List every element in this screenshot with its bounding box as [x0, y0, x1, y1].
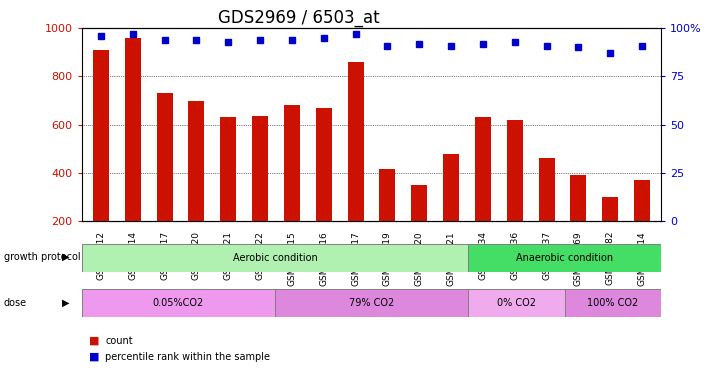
- Text: GDS2969 / 6503_at: GDS2969 / 6503_at: [218, 9, 380, 27]
- Bar: [93, 50, 109, 270]
- Bar: [82, 244, 468, 272]
- Bar: [475, 117, 491, 270]
- Text: count: count: [105, 336, 133, 345]
- Text: ▶: ▶: [62, 298, 69, 307]
- Text: ■: ■: [89, 352, 100, 362]
- Text: 0% CO2: 0% CO2: [497, 298, 536, 308]
- Bar: [156, 93, 173, 270]
- Bar: [380, 170, 395, 270]
- Bar: [507, 120, 523, 270]
- Bar: [443, 154, 459, 270]
- Bar: [468, 244, 661, 272]
- Bar: [468, 289, 565, 317]
- Text: Anaerobic condition: Anaerobic condition: [516, 253, 613, 263]
- Text: dose: dose: [4, 298, 27, 307]
- Text: ■: ■: [89, 336, 100, 345]
- Text: 100% CO2: 100% CO2: [587, 298, 638, 308]
- Text: 0.05%CO2: 0.05%CO2: [153, 298, 204, 308]
- Bar: [570, 176, 587, 270]
- Text: ▶: ▶: [62, 252, 69, 262]
- Bar: [275, 289, 468, 317]
- Bar: [316, 108, 332, 270]
- Bar: [82, 289, 275, 317]
- Bar: [539, 159, 555, 270]
- Bar: [634, 180, 650, 270]
- Text: growth protocol: growth protocol: [4, 252, 80, 262]
- Text: percentile rank within the sample: percentile rank within the sample: [105, 352, 270, 362]
- Bar: [252, 116, 268, 270]
- Text: Aerobic condition: Aerobic condition: [232, 253, 317, 263]
- Bar: [220, 117, 236, 270]
- Bar: [284, 105, 300, 270]
- Text: 79% CO2: 79% CO2: [349, 298, 394, 308]
- Bar: [565, 289, 661, 317]
- Bar: [124, 38, 141, 270]
- Bar: [188, 100, 204, 270]
- Bar: [411, 185, 427, 270]
- Bar: [602, 197, 619, 270]
- Bar: [348, 62, 363, 270]
